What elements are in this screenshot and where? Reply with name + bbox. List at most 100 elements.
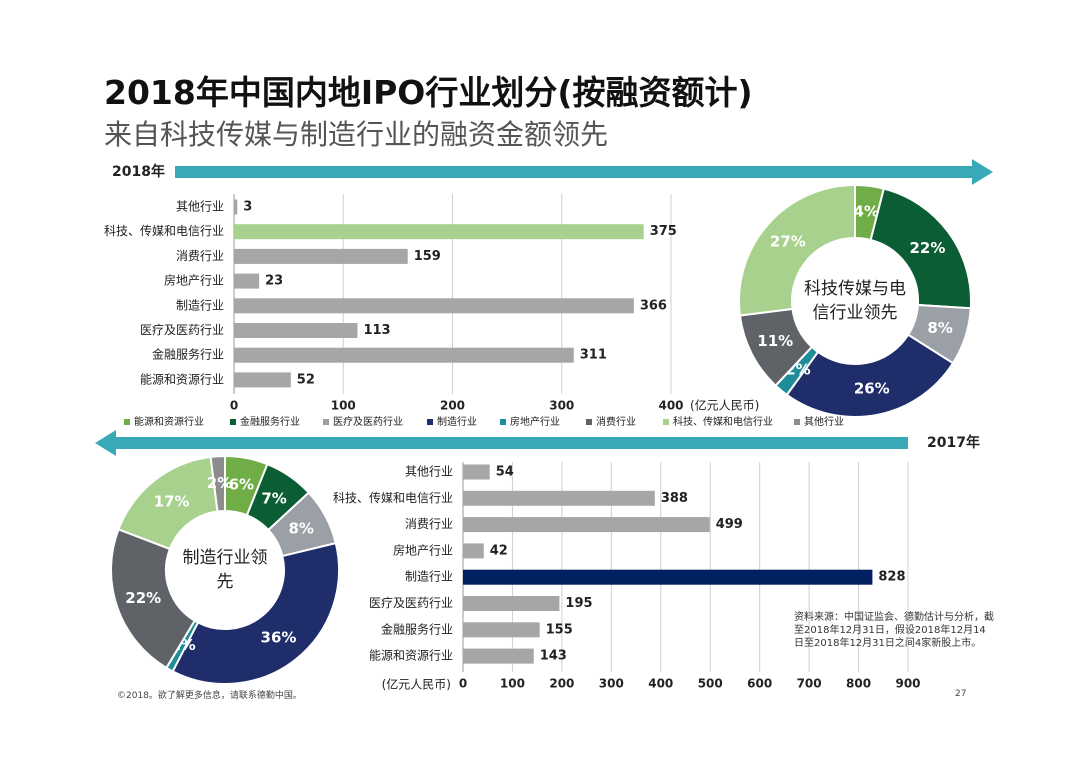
- center-label: 制造行业领: [183, 548, 268, 568]
- slice-label: 36%: [261, 628, 297, 646]
- value-label: 23: [265, 274, 283, 289]
- center-label: 先: [217, 572, 234, 592]
- banner-bar: [112, 437, 908, 449]
- pie-slice: [110, 528, 197, 670]
- x-tick-label: 900: [895, 677, 920, 691]
- bar-chart-2017: 0 100 200 300 400 500 600 700 800 900 其他行业 54 科技、传媒和…: [333, 462, 921, 692]
- value-label: 143: [540, 649, 567, 664]
- banner-bar: [175, 166, 975, 178]
- bar: [234, 224, 644, 240]
- value-label: 828: [878, 570, 905, 585]
- category-label: 能源和资源行业: [369, 649, 453, 663]
- banner-2018: 2018年: [112, 159, 993, 185]
- value-label: 375: [650, 224, 677, 239]
- value-label: 42: [490, 543, 508, 558]
- legend-label: 能源和资源行业: [134, 415, 204, 428]
- bar: [463, 569, 873, 585]
- slice-label: 8%: [927, 319, 952, 337]
- bar: [234, 372, 291, 388]
- legend: 能源和资源行业 金融服务行业 医疗及医药行业 制造行业 房地产行业 消费行业 科技、传媒和电…: [124, 415, 844, 428]
- value-label: 388: [661, 491, 688, 506]
- bar: [463, 596, 560, 611]
- category-label: 制造行业: [405, 570, 453, 584]
- center-label: 科技传媒与电: [804, 279, 906, 299]
- legend-label: 医疗及医药行业: [333, 415, 403, 428]
- x-tick-label: 0: [230, 399, 238, 413]
- legend-swatch: [124, 419, 130, 425]
- slice-label: 8%: [289, 520, 314, 538]
- bar: [234, 199, 238, 215]
- legend-label: 消费行业: [596, 415, 636, 428]
- category-label: 科技、传媒和电信行业: [104, 223, 224, 238]
- slice-label: 22%: [125, 589, 161, 607]
- value-label: 52: [297, 372, 315, 387]
- value-label: 113: [363, 323, 390, 338]
- bar: [463, 490, 655, 506]
- category-label: 医疗及医药行业: [140, 323, 224, 337]
- bar: [234, 347, 574, 363]
- x-tick-label: 700: [797, 677, 822, 691]
- copyright-note: ©2018。欲了解更多信息，请联系德勤中国。: [117, 691, 302, 701]
- slice-label: 22%: [909, 239, 945, 257]
- bar-chart-2018: 0 100 200 300 400 其他行业 3 科技、传媒和电信行业 375 消费行业 159 房地…: [104, 194, 759, 413]
- value-label: 54: [496, 465, 514, 480]
- value-label: 3: [243, 200, 252, 215]
- page-title: 2018年中国内地IPO行业划分(按融资额计): [104, 73, 753, 112]
- category-label: 能源和资源行业: [140, 372, 224, 386]
- value-label: 159: [414, 249, 441, 264]
- unit-label: (亿元人民币): [382, 677, 451, 692]
- x-tick-label: 500: [698, 677, 723, 691]
- category-label: 房地产行业: [164, 273, 224, 288]
- x-tick-label: 800: [846, 677, 871, 691]
- bar: [463, 464, 490, 480]
- arrow-head-icon: [95, 430, 116, 456]
- page-subtitle: 来自科技传媒与制造行业的融资金额领先: [104, 118, 609, 151]
- category-label: 消费行业: [405, 517, 453, 531]
- bar: [463, 648, 534, 664]
- category-label: 科技、传媒和电信行业: [333, 490, 453, 505]
- x-tick-label: 100: [500, 677, 525, 691]
- category-label: 金融服务行业: [381, 621, 453, 636]
- category-label: 房地产行业: [393, 542, 453, 557]
- bar: [234, 273, 260, 289]
- value-label: 155: [546, 622, 573, 637]
- legend-label: 其他行业: [804, 415, 844, 428]
- legend-label: 金融服务行业: [240, 415, 300, 428]
- pie-slice: [738, 183, 856, 317]
- category-label: 医疗及医药行业: [369, 596, 453, 610]
- page-number: 27: [955, 689, 967, 699]
- bar: [463, 622, 540, 638]
- pie-slice: [171, 541, 341, 685]
- category-label: 其他行业: [405, 465, 453, 479]
- banner-label: 2017年: [927, 434, 980, 451]
- banner-2017: 2017年: [95, 430, 980, 456]
- source-note: 资料来源：中国证监会、德勤估计与分析，截至2018年12月31日，假设2018年…: [794, 612, 994, 649]
- slice-label: 26%: [854, 379, 890, 397]
- legend-swatch: [500, 419, 506, 425]
- bar: [463, 517, 710, 533]
- legend-swatch: [586, 419, 592, 425]
- value-label: 499: [716, 517, 743, 532]
- value-label: 311: [580, 348, 607, 363]
- slice-label: 11%: [757, 332, 793, 350]
- x-tick-label: 100: [331, 399, 356, 413]
- slice-label: 27%: [770, 232, 806, 250]
- x-tick-label: 400: [648, 677, 673, 691]
- x-tick-label: 0: [459, 677, 467, 691]
- unit-label: (亿元人民币): [690, 398, 759, 413]
- value-label: 366: [640, 298, 667, 313]
- bar: [234, 323, 358, 338]
- slice-label: 17%: [154, 493, 190, 511]
- legend-label: 科技、传媒和电信行业: [673, 415, 773, 428]
- slice-label: 2%: [207, 474, 232, 492]
- pie-slice: [209, 454, 226, 513]
- x-tick-label: 300: [549, 399, 574, 413]
- center-label: 信行业领先: [813, 303, 898, 323]
- category-label: 消费行业: [176, 249, 224, 263]
- legend-swatch: [794, 419, 800, 425]
- x-tick-label: 600: [747, 677, 772, 691]
- slice-label: 4%: [853, 203, 878, 221]
